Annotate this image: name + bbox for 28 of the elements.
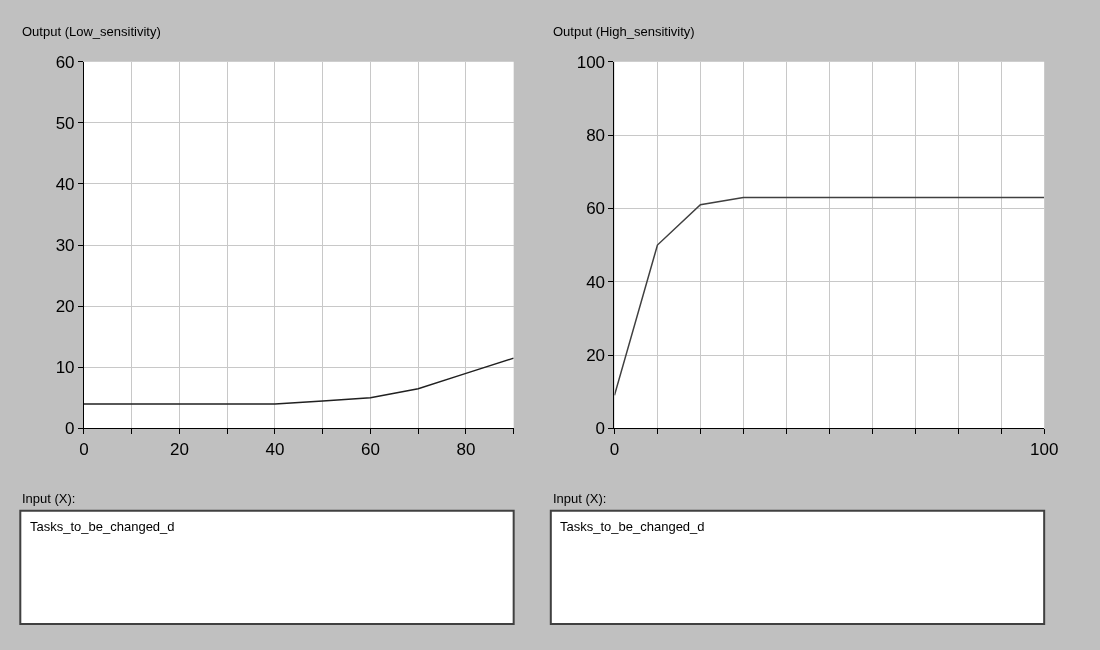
x-axis-title: Input (X): [553,491,607,506]
x-tick-label: 0 [609,439,620,459]
y-tick-label: 20 [55,297,75,317]
x-tick-label: 100 [1029,439,1059,459]
y-tick-label: 40 [55,174,75,194]
text: Tasks_to_be_changed_d [560,519,705,534]
line-series [83,357,514,405]
x-tick-label: 40 [265,439,285,459]
y-tick-label: 80 [586,126,606,146]
y-tick-label: 40 [586,272,606,292]
y-tick-label: 0 [65,419,75,439]
y-tick-label: 60 [55,52,75,72]
chart-title: Output (High_sensitivity) [553,24,695,39]
y-tick-label: 10 [55,358,75,378]
x-axis-title: Input (X): [22,491,76,506]
y-tick-label: 100 [576,52,606,72]
y-tick-label: 60 [586,199,606,219]
y-tick-label: 20 [586,346,606,365]
x-tick-label: 20 [169,439,189,459]
text: Tasks_to_be_changed_d [30,519,175,534]
y-tick-label: 0 [595,419,606,439]
x-tick-label: 0 [79,439,89,459]
y-tick-label: 50 [55,113,75,133]
line-series [614,196,1045,397]
chart-title: Output (Low_sensitivity) [22,24,161,39]
y-tick-label: 30 [55,236,75,256]
x-tick-label: 80 [456,439,476,459]
x-tick-label: 60 [360,439,380,459]
